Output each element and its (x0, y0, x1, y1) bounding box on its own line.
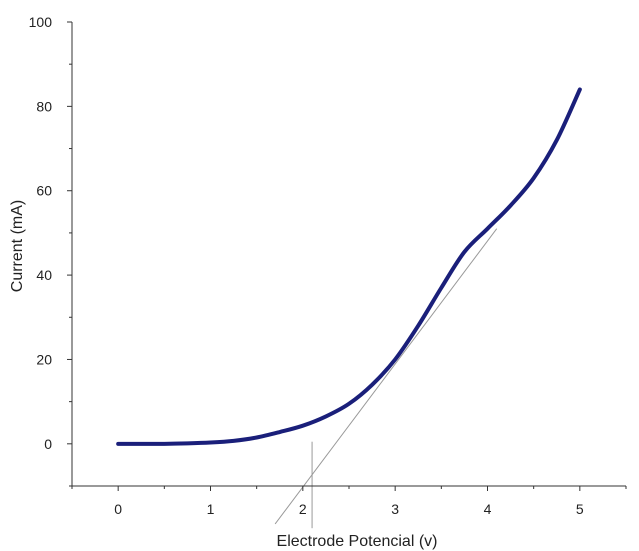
series-layer (118, 89, 580, 443)
x-tick-label: 5 (576, 501, 584, 517)
x-tick-label: 0 (114, 501, 122, 517)
x-tick-label: 4 (484, 501, 492, 517)
series-line (118, 89, 580, 443)
x-tick-label: 1 (207, 501, 215, 517)
tangent-line (275, 229, 497, 524)
y-tick-label: 40 (36, 267, 52, 283)
y-axis-title: Current (mA) (9, 200, 26, 292)
x-axis-title: Electrode Potencial (v) (277, 533, 438, 550)
x-ticks: 0 1 2 3 4 5 (72, 486, 626, 517)
y-ticks: 0 20 40 60 80 100 (29, 14, 72, 486)
x-tick-label: 3 (391, 501, 399, 517)
x-tick-label: 2 (299, 501, 307, 517)
y-tick-label: 60 (36, 183, 52, 199)
y-tick-label: 0 (44, 436, 52, 452)
axes: 0 20 40 60 80 100 0 1 2 3 4 5 (29, 14, 626, 517)
y-tick-label: 80 (36, 98, 52, 114)
annotations-layer (275, 229, 497, 528)
y-tick-label: 20 (36, 351, 52, 367)
y-tick-label: 100 (29, 14, 53, 30)
